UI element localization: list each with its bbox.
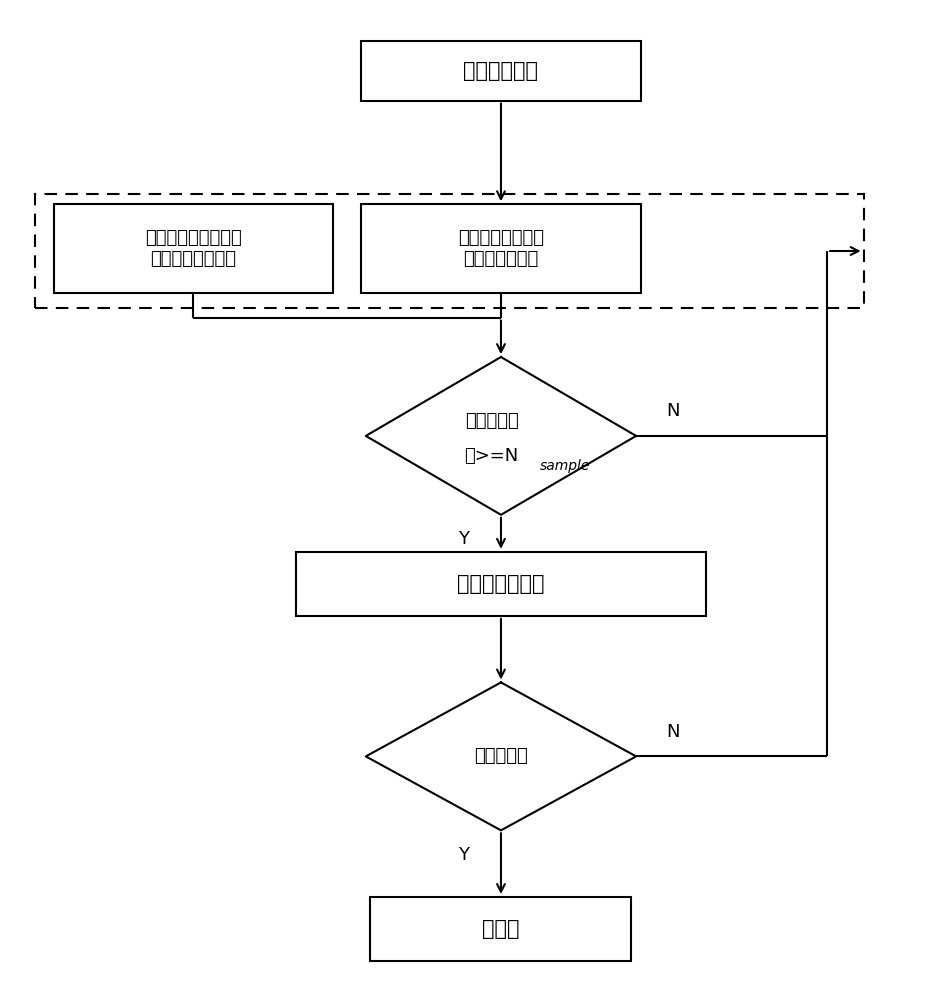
FancyBboxPatch shape	[371, 897, 632, 961]
FancyBboxPatch shape	[54, 204, 333, 293]
Text: 不可用: 不可用	[482, 919, 519, 939]
FancyBboxPatch shape	[296, 552, 706, 616]
Text: 初始参数设定: 初始参数设定	[464, 61, 538, 81]
Text: 检验统计量计算: 检验统计量计算	[457, 574, 545, 594]
FancyBboxPatch shape	[361, 204, 640, 293]
Text: 可用性校验: 可用性校验	[474, 747, 528, 765]
Text: Y: Y	[458, 846, 469, 864]
Text: 数>=N: 数>=N	[464, 447, 518, 465]
Text: 累计采样点: 累计采样点	[464, 412, 518, 430]
Text: 仪表着陆系统航向面
夹角和下滑道夹角: 仪表着陆系统航向面 夹角和下滑道夹角	[145, 229, 242, 268]
FancyBboxPatch shape	[361, 41, 640, 101]
Text: Y: Y	[458, 530, 469, 548]
Text: N: N	[667, 723, 680, 741]
Text: sample: sample	[540, 459, 590, 473]
Text: 虚拟航向面夹角和
下滑道夹角计算: 虚拟航向面夹角和 下滑道夹角计算	[458, 229, 544, 268]
Text: N: N	[667, 402, 680, 420]
